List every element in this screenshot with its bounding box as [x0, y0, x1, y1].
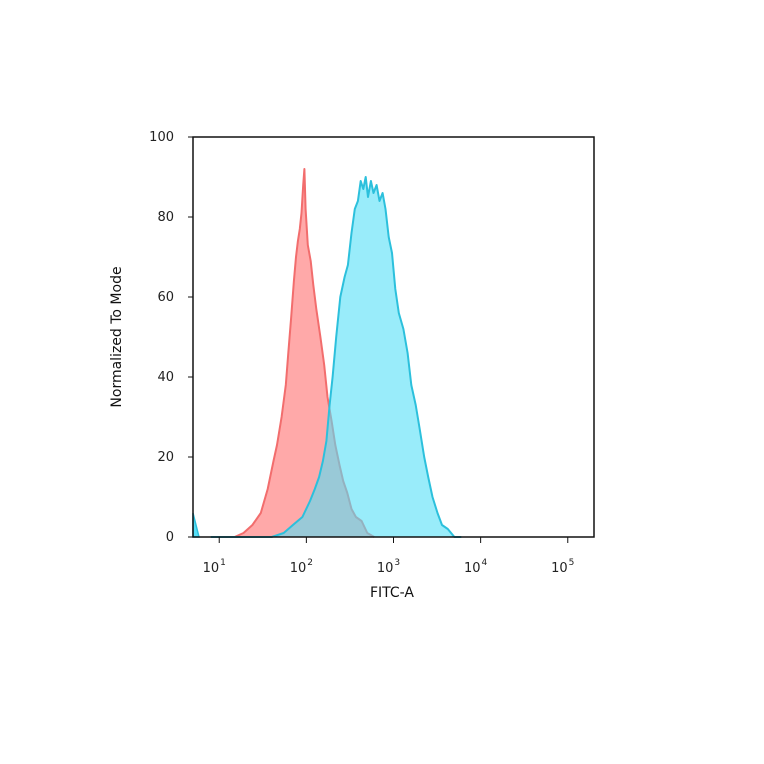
x-tick-label: 105: [551, 558, 574, 576]
x-tick-label: 104: [464, 558, 488, 576]
y-axis-title: Normalized To Mode: [109, 266, 125, 407]
y-tick-label: 100: [149, 130, 174, 145]
y-tick-label: 20: [157, 450, 174, 465]
x-tick-label: 103: [377, 558, 400, 576]
y-tick-label: 60: [157, 290, 174, 305]
x-axis-title: FITC-A: [370, 585, 414, 601]
series-2: [210, 176, 462, 538]
y-tick-label: 0: [166, 530, 174, 545]
y-tick-label: 40: [157, 370, 174, 385]
y-axis: 0 20 40 60 80 100: [149, 130, 193, 545]
left-edge-spike: [192, 512, 200, 538]
series-layer: [210, 168, 462, 538]
series-2-area: [210, 177, 462, 537]
y-tick-label: 80: [157, 210, 174, 225]
series-2-outline: [210, 176, 462, 538]
edge-spike-mark: [192, 512, 200, 538]
series-1-area: [219, 169, 375, 537]
x-axis: 101 102 103 104 105: [203, 537, 574, 576]
x-tick-label: 101: [203, 558, 226, 576]
x-tick-label: 102: [290, 558, 313, 576]
